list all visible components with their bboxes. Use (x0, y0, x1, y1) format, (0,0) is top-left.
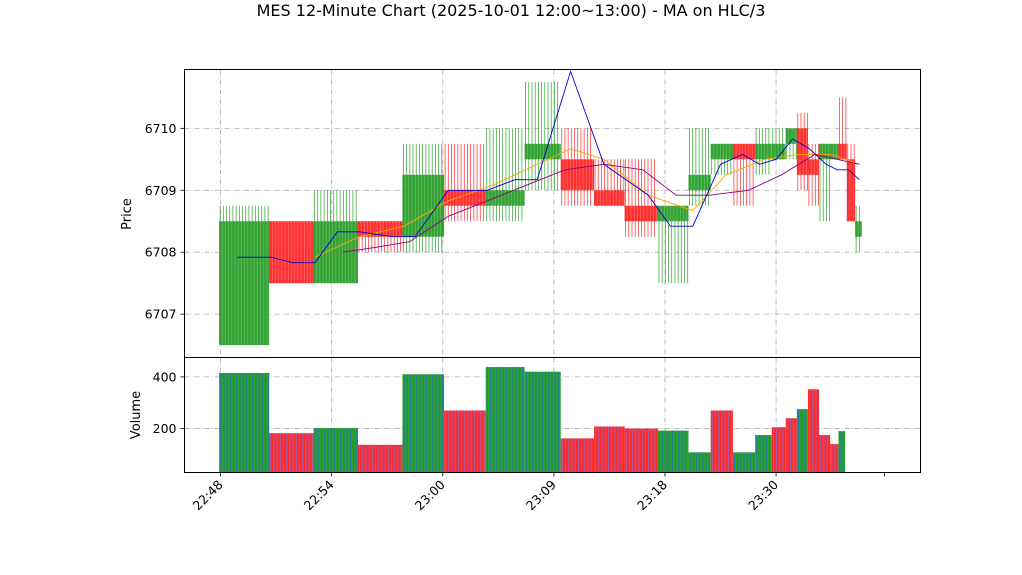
price-moving-averages (237, 69, 860, 264)
price-y-tick-label: 6708 (145, 245, 177, 260)
candle-group (402, 143, 445, 253)
price-y-tick-label: 6707 (145, 307, 177, 322)
volume-panel-frame (184, 357, 921, 473)
volume-bar-fill (357, 444, 403, 473)
candle-group (838, 97, 847, 160)
volume-bar (219, 373, 270, 473)
candle-body (796, 128, 808, 175)
volume-bar (357, 444, 403, 473)
volume-bar-fill (269, 433, 314, 473)
candle-body (524, 143, 561, 160)
candle-body (269, 221, 314, 284)
ma-orange-line (314, 148, 860, 258)
candle-group (269, 221, 314, 284)
candle-group (846, 143, 856, 222)
candle-group (855, 205, 862, 253)
volume-bar (313, 428, 358, 473)
volume-bar (807, 389, 820, 473)
candle-group (524, 81, 561, 191)
candle-group (624, 159, 658, 237)
price-y-tick-label: 6710 (145, 121, 177, 136)
volume-bar-fill (560, 438, 595, 473)
volume-bar (785, 418, 797, 473)
volume-bar (594, 426, 625, 473)
candle-group (771, 128, 786, 160)
volume-y-tick-label: 200 (153, 421, 177, 436)
volume-y-axis-label: Volume (129, 391, 144, 439)
candle-group (594, 159, 625, 206)
volume-bar-fill (830, 444, 839, 473)
x-tick-label: 23:00 (412, 477, 448, 513)
candle-group (830, 143, 839, 160)
volume-bar-fill (485, 367, 525, 473)
volume-bar (732, 452, 756, 473)
price-y-tick-label: 6709 (145, 183, 177, 198)
volume-bar (819, 435, 831, 473)
candle-body (807, 159, 820, 175)
volume-bar (838, 431, 846, 473)
volume-bar-fill (313, 428, 358, 473)
volume-bar (524, 371, 561, 473)
price-y-axis: 6707 6708 6709 6710 (145, 121, 185, 322)
volume-bar (444, 410, 486, 473)
price-candles (219, 81, 862, 346)
candle-body (657, 205, 689, 222)
candle-group (219, 205, 270, 346)
chart-title: MES 12-Minute Chart (2025-10-01 12:00~13… (257, 1, 766, 20)
candle-group (657, 205, 689, 284)
volume-bar (771, 427, 786, 473)
volume-bars (219, 367, 846, 473)
volume-bar (269, 433, 314, 473)
ma-blue-line (237, 69, 860, 264)
volume-bar (688, 452, 711, 473)
x-tick-label: 22:48 (190, 477, 226, 513)
volume-bar (402, 374, 445, 473)
candle-body (755, 143, 772, 160)
x-tick-label: 23:18 (634, 477, 670, 513)
volume-bar (796, 409, 808, 473)
volume-bar (657, 430, 689, 473)
candle-body (594, 190, 625, 206)
candle-group (785, 128, 797, 160)
candle-group (485, 128, 525, 222)
volume-bar-fill (807, 389, 820, 473)
volume-y-tick-label: 400 (153, 369, 177, 384)
volume-bar-fill (785, 418, 797, 473)
candle-group (732, 143, 756, 206)
volume-y-axis: 200 400 (153, 369, 185, 436)
candle-group (444, 143, 486, 222)
volume-bar-fill (771, 427, 786, 473)
candle-body (785, 128, 797, 144)
volume-bar-fill (838, 431, 846, 473)
volume-bar-fill (819, 435, 831, 473)
x-tick-label: 22:54 (301, 477, 337, 513)
candle-group (819, 143, 831, 222)
volume-bar (710, 410, 733, 473)
volume-bar (560, 438, 595, 473)
candle-body (313, 221, 358, 284)
candle-body (819, 143, 831, 160)
volume-bar (830, 444, 839, 473)
volume-bar-fill (796, 409, 808, 473)
volume-bar-fill (219, 373, 270, 473)
price-y-axis-label: Price (120, 198, 135, 230)
candle-group (796, 112, 808, 191)
volume-bar (624, 428, 658, 473)
volume-bar-fill (624, 428, 658, 473)
candle-group (560, 128, 595, 206)
x-tick-label: 23:30 (745, 477, 781, 513)
volume-bar (755, 435, 772, 473)
volume-bar (485, 367, 525, 473)
candle-group (688, 128, 711, 206)
x-axis: 22:48 22:54 23:00 23:09 23:18 23:30 (190, 472, 885, 513)
candle-group (710, 143, 733, 175)
price-panel: 6707 6708 6709 6710 Price (120, 69, 921, 358)
x-tick-label: 23:09 (523, 477, 559, 513)
candle-group (755, 128, 772, 175)
volume-panel: 200 400 Volume (129, 357, 921, 473)
